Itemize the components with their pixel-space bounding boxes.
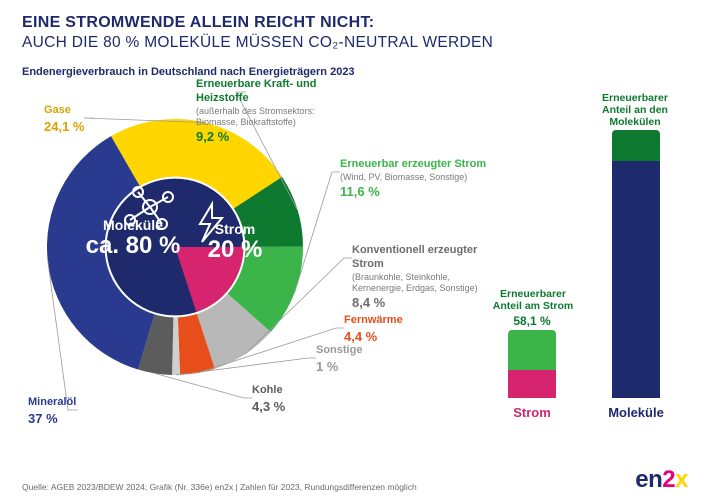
- bar-top-label-molekuele: Erneuerbarer Anteil an den Molekülen: [590, 92, 680, 128]
- bars-area: Erneuerbarer Anteil am Strom 58,1 % Stro…: [500, 110, 700, 420]
- logo-part-en: en: [635, 466, 662, 493]
- callout-fernwaerme: Fernwärme 4,4 %: [344, 314, 494, 345]
- callout-pct: 11,6 %: [340, 184, 490, 200]
- bar-top-label-strom: Erneuerbarer Anteil am Strom: [488, 288, 578, 312]
- bar-segment: [508, 330, 556, 370]
- bar-pct-strom: 58,1 %: [502, 314, 562, 328]
- logo-part-2: 2: [662, 466, 675, 493]
- bar-segment: [612, 130, 660, 161]
- callout-label: Gase: [44, 104, 71, 116]
- callout-pct: 4,4 %: [344, 329, 494, 345]
- callout-label: Konventionell erzeugter Strom: [352, 244, 477, 270]
- title-line-2: AUCH DIE 80 % MOLEKÜLE MÜSSEN CO₂-NEUTRA…: [22, 34, 682, 52]
- callout-gase: Gase 24,1 %: [44, 104, 194, 135]
- callout-sublabel: (außerhalb des Stromsektors: Biomasse, B…: [196, 106, 346, 129]
- callout-label: Mineralöl: [28, 396, 76, 408]
- center-molekuele-title: Moleküle: [78, 218, 188, 233]
- callout-label: Sonstige: [316, 344, 362, 356]
- callout-pct: 1 %: [316, 359, 466, 375]
- callout-label: Fernwärme: [344, 314, 403, 326]
- callout-pct: 4,3 %: [252, 399, 402, 415]
- callout-kohle: Kohle 4,3 %: [252, 384, 402, 415]
- logo-part-x: x: [675, 466, 688, 493]
- bar-label-molekuele: Moleküle: [596, 405, 676, 420]
- callout-sonstige: Sonstige 1 %: [316, 344, 466, 375]
- callout-ee_strom: Erneuerbar erzeugter Strom (Wind, PV, Bio…: [340, 158, 490, 200]
- callout-pct: 8,4 %: [352, 295, 502, 311]
- bar-strom: [508, 330, 556, 398]
- chart-subtitle: Endenergieverbrauch in Deutschland nach …: [22, 66, 355, 78]
- callout-pct: 9,2 %: [196, 129, 346, 145]
- bar-segment: [508, 370, 556, 398]
- callout-label: Erneuerbar erzeugter Strom: [340, 158, 486, 170]
- callout-pct: 24,1 %: [44, 119, 194, 135]
- callout-sublabel: (Braunkohle, Steinkohle, Kernenergie, Er…: [352, 272, 502, 295]
- source-footer: Quelle: AGEB 2023/BDEW 2024; Grafik (Nr.…: [22, 482, 417, 492]
- logo-en2x: en2x: [635, 466, 688, 494]
- center-label-strom: Strom 20 %: [200, 222, 270, 262]
- bar-segment: [612, 161, 660, 398]
- center-strom-title: Strom: [200, 222, 270, 237]
- callout-mineraloel: Mineralöl 37 %: [28, 396, 178, 427]
- title-line-1: EINE STROMWENDE ALLEIN REICHT NICHT:: [22, 14, 682, 32]
- callout-ee_ks: Erneuerbare Kraft- und Heizstoffe(außerh…: [196, 78, 346, 145]
- callout-sublabel: (Wind, PV, Biomasse, Sonstige): [340, 172, 490, 183]
- bar-molekuele: [612, 130, 660, 398]
- callout-pct: 37 %: [28, 411, 178, 427]
- callout-konv_strom: Konventionell erzeugter Strom(Braunkohle…: [352, 244, 502, 311]
- chart-header: EINE STROMWENDE ALLEIN REICHT NICHT: AUC…: [22, 14, 682, 52]
- callout-label: Kohle: [252, 384, 283, 396]
- bar-label-strom: Strom: [492, 405, 572, 420]
- callout-label: Erneuerbare Kraft- und Heizstoffe: [196, 78, 316, 104]
- center-label-molekuele: Moleküle ca. 80 %: [78, 218, 188, 258]
